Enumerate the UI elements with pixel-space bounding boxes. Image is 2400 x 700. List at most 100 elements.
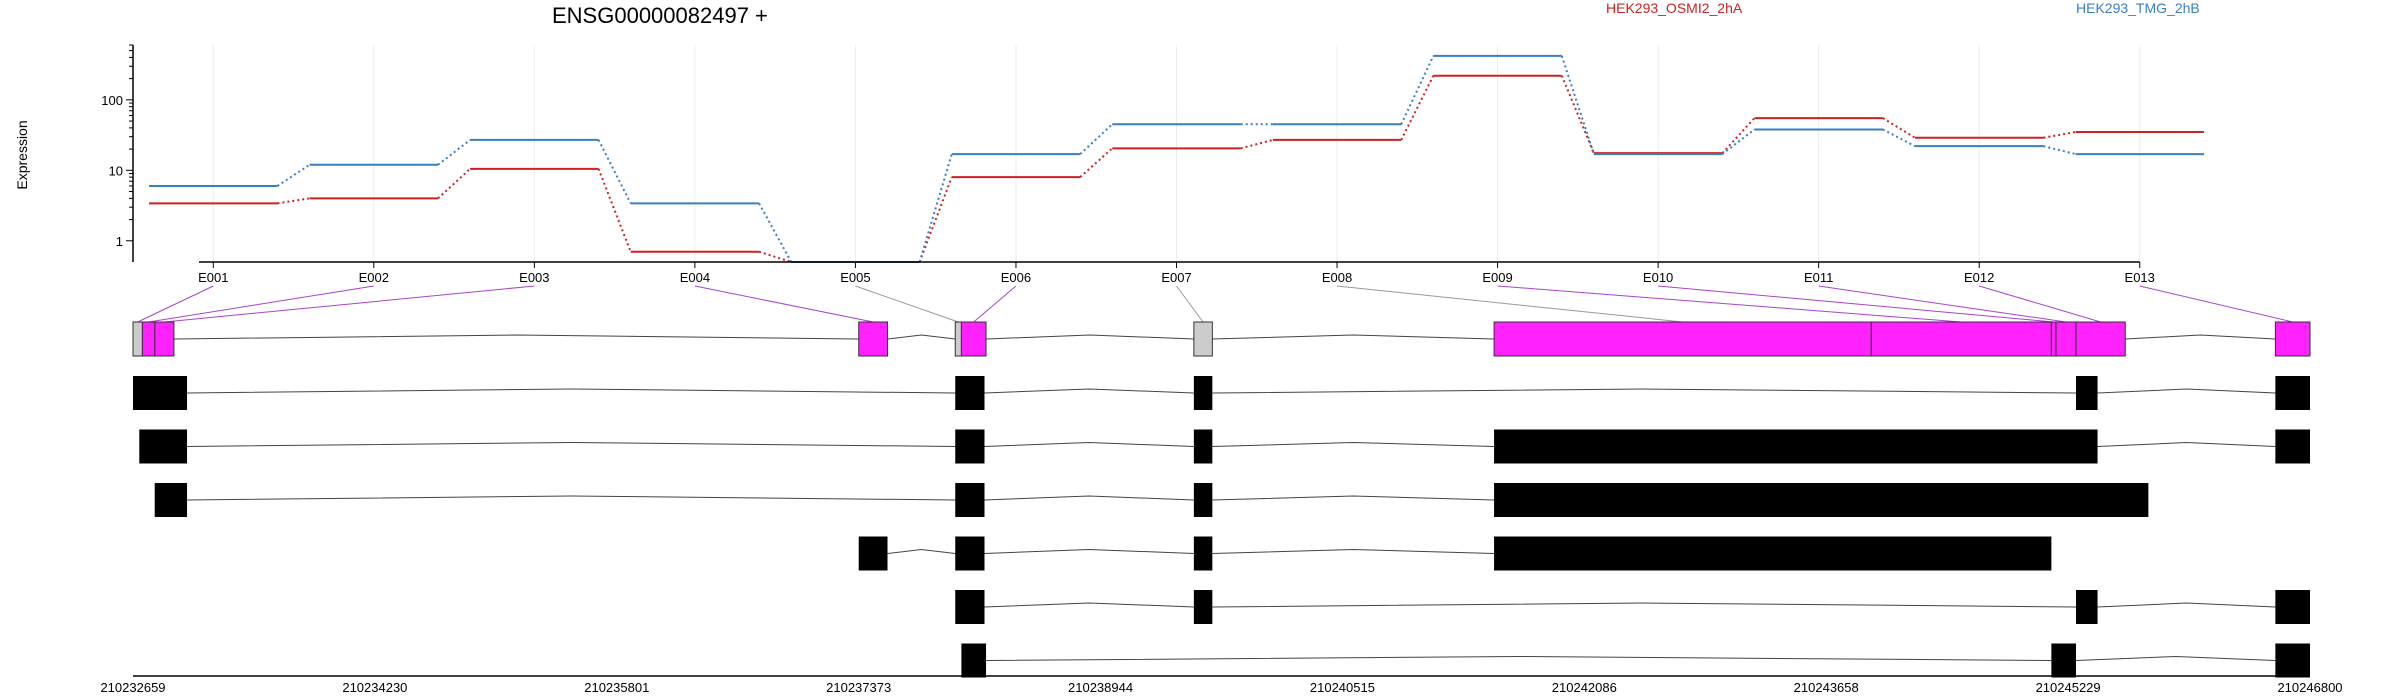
transcript-6-exon-3: [2275, 643, 2310, 678]
transcript-1-exon-1: [133, 376, 188, 410]
transcript-intron: [984, 548, 1194, 554]
transcript-intron: [1212, 388, 2077, 394]
genome-coordinate-axis: 210232659 210234230 210235801 210237373 2102…: [100, 675, 2343, 695]
bin-link-e004: [694, 285, 874, 323]
bin-link-e006: [973, 285, 1017, 323]
transcript-4-exon-1: [858, 536, 888, 571]
exon-bin-e007: [1193, 321, 1213, 357]
transcript-intron: [2097, 441, 2276, 447]
series-2-connector-3: [597, 139, 632, 204]
x-tick-label: E002: [359, 270, 389, 285]
transcript-intron: [984, 388, 1194, 394]
exon-bin-e002: [141, 321, 156, 357]
series-1-connector-7: [1240, 138, 1274, 150]
transcript-2-exon-3: [1193, 429, 1213, 464]
x-tick-label: E004: [680, 270, 710, 285]
transcript-2-exon-4: [1494, 429, 2098, 464]
bin-link-e009: [1497, 285, 1962, 323]
series-2-connector-5: [918, 153, 953, 263]
transcript-3-exon-2: [955, 483, 985, 517]
bin-intron: [2125, 334, 2276, 340]
genome-tick-label: 210238944: [1068, 680, 1133, 695]
genome-tick-label: 210232659: [100, 680, 165, 695]
transcript-2-exon-5: [2275, 429, 2310, 464]
x-tick-label: E006: [1001, 270, 1031, 285]
genome-tick-label: 210235801: [584, 680, 649, 695]
y-axis-label: Expression: [14, 120, 30, 189]
series-2-connector-2: [437, 139, 471, 166]
series-2-connector-11: [1882, 128, 1916, 148]
series-2-connector-4: [758, 202, 793, 263]
legend-entry-series-1: HEK293_OSMI2_2hA: [1606, 0, 1743, 16]
bin-link-e010: [1658, 285, 2054, 323]
series-2-connector-1: [276, 163, 311, 187]
series-2-connector-12: [2043, 145, 2076, 156]
chart-title: ENSG00000082497 +: [552, 3, 768, 28]
legend-entry-series-2: HEK293_TMG_2hB: [2076, 0, 2200, 16]
series-1-connector-5: [918, 176, 953, 263]
series-1-connector-2: [437, 168, 471, 200]
y-tick-label: 100: [101, 93, 123, 108]
exon-bin-e010: [2050, 321, 2057, 357]
transcript-intron: [2075, 655, 2276, 661]
exon-bin-track: [132, 321, 2311, 357]
x-tick-label: E010: [1643, 270, 1673, 285]
series-2-connector-10: [1721, 128, 1756, 155]
x-tick-label: E013: [2125, 270, 2155, 285]
bin-intron: [986, 334, 1194, 340]
series-1: [149, 74, 2204, 263]
x-tick-label: E005: [840, 270, 870, 285]
series-1-connector-11: [1882, 117, 1916, 139]
transcript-intron: [984, 441, 1194, 447]
series-1-connector-4: [758, 250, 792, 263]
transcript-intron: [187, 441, 956, 447]
exon-bin-e004: [858, 321, 889, 357]
exon-bin-e008: [1493, 321, 1872, 357]
series-1-connector-6: [1079, 147, 1113, 178]
exon-bin-e001: [132, 321, 143, 357]
bin-intron: [1212, 334, 1495, 340]
exon-bin-e006: [960, 321, 987, 357]
x-tick-label: E009: [1482, 270, 1512, 285]
bin-link-e013: [2139, 285, 2293, 323]
transcript-intron: [187, 495, 956, 501]
series-1-connector-8: [1400, 75, 1435, 141]
transcript-intron: [986, 655, 2052, 661]
transcript-intron: [984, 602, 1194, 608]
series-1-connector-10: [1721, 117, 1756, 154]
genome-tick-label: 210243658: [1794, 680, 1859, 695]
transcript-5-exon-2: [1193, 590, 1213, 624]
transcript-1-exon-2: [955, 376, 985, 410]
vertical-gridlines: [212, 45, 2141, 262]
transcript-1-exon-5: [2275, 376, 2310, 410]
series-2: [149, 54, 2204, 263]
series-2-connector-8: [1400, 55, 1435, 125]
exon-bin-e003: [154, 321, 175, 357]
genome-tick-label: 210245229: [2036, 680, 2101, 695]
transcript-models: [133, 376, 2310, 678]
series-1-connector-12: [2043, 130, 2076, 139]
transcript-intron: [1212, 602, 2077, 608]
x-tick-label: E011: [1804, 270, 1833, 285]
bin-link-e011: [1818, 285, 2067, 323]
genome-tick-label: 210240515: [1310, 680, 1375, 695]
series-1-connector-3: [597, 168, 632, 253]
series-2-connector-9: [1560, 55, 1595, 155]
transcript-intron: [2097, 602, 2276, 608]
transcript-1-exon-4: [2075, 376, 2098, 410]
transcript-intron: [2097, 388, 2276, 394]
transcript-3-exon-3: [1193, 483, 1213, 517]
genome-tick-label: 210237373: [826, 680, 891, 695]
exon-bin-e009: [1870, 321, 2052, 357]
transcript-5-exon-1: [955, 590, 985, 624]
transcript-6: [961, 643, 2310, 678]
transcript-intron: [187, 388, 956, 394]
series-2-connector-6: [1079, 123, 1113, 155]
x-tick-label: E003: [519, 270, 549, 285]
bin-link-e001: [137, 285, 214, 323]
bin-link-e002: [148, 285, 374, 323]
exon-bin-e011: [2055, 321, 2077, 357]
x-tick-label: E001: [198, 270, 228, 285]
series-1-connector-9: [1560, 75, 1595, 154]
transcript-4-exon-4: [1494, 536, 2052, 571]
